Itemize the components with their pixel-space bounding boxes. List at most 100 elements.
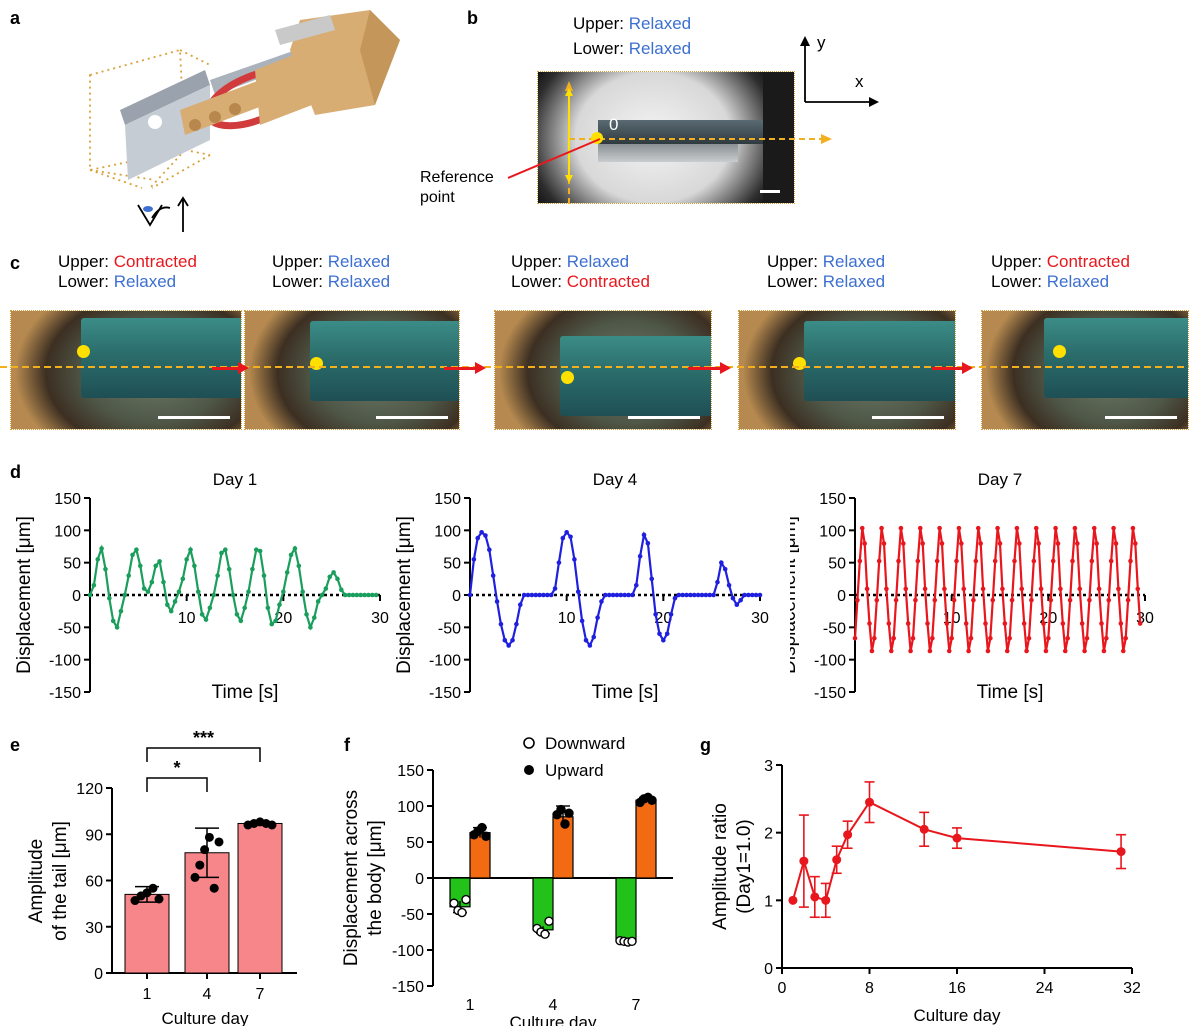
data-point [145,589,151,595]
data-point [730,595,736,601]
data-point [165,602,170,607]
data-point [556,560,562,565]
data-point [653,612,658,617]
data-point [215,573,220,578]
frame-4-image [738,310,956,430]
y-tick-label: 150 [54,491,81,508]
data-point [734,602,740,607]
data-point [934,558,940,564]
data-point [893,597,899,603]
frame-2-lower: Lower: Relaxed [272,272,390,292]
sequence-arrow [212,362,249,374]
x-tick-label: 7 [632,997,641,1014]
data-point [707,592,713,598]
data-point [1019,586,1025,592]
origin-label: 0 [609,115,619,134]
data-point [927,648,933,654]
y-axis-label: Displacement [μm] [395,516,415,674]
axis-x-label: x [855,72,864,91]
data-point [1050,558,1056,564]
reference-dot [561,371,574,384]
data-point [226,566,232,572]
data-point [968,635,974,641]
data-point [1077,586,1083,592]
data-point [521,592,527,598]
data-point [525,592,531,598]
data-point [917,525,923,531]
data-point [954,558,959,564]
data-point [951,597,957,603]
data-point [103,566,108,572]
data-point [195,589,201,595]
data-point [1065,635,1070,641]
y-tick-label: 0 [764,961,773,978]
y-tick-label: 2 [764,826,773,843]
data-point [168,608,174,614]
data-point [346,592,352,598]
data-point [1072,525,1078,531]
data-point [983,621,988,626]
y-tick-label: -100 [392,943,424,960]
data-point [975,525,981,531]
reference-pointer-line [507,138,601,179]
data-point [180,576,186,582]
data-point [281,589,286,595]
series-line [468,530,760,648]
data-point [311,615,317,620]
data-point [560,535,566,541]
data-point [1091,525,1097,531]
data-point [540,929,550,939]
y-tick-label: 50 [406,835,424,852]
data-point [288,552,294,558]
y-tick-label: -150 [392,979,424,996]
y-tick-label: 50 [828,556,846,573]
y-tick-label: -50 [401,907,424,924]
data-point [481,831,491,841]
data-point [184,557,189,562]
bar-downward [615,877,637,942]
data-point [990,597,996,603]
series-line [791,800,1122,902]
data-point [575,589,581,595]
data-point [533,592,539,598]
micrograph-reference [537,71,795,204]
frame-3-image [494,310,712,430]
data-point [537,592,542,598]
data-point [869,648,875,654]
data-point [626,592,631,598]
y-axis-label-line2: of the tail [μm] [50,821,71,941]
upper-state-value: Relaxed [822,252,886,271]
data-point [879,525,884,531]
data-point [572,557,577,562]
data-point [920,541,925,546]
data-point [192,563,197,569]
data-point [211,592,217,598]
data-point [265,605,271,611]
data-point [1075,541,1080,546]
sequence-arrow [932,362,973,374]
data-point [757,592,763,598]
y-axis-label-line1: Amplitude ratio [710,803,731,930]
data-point [961,586,967,592]
data-point [296,563,302,569]
panel-label-f: f [344,735,350,755]
data-point [603,592,608,598]
data-point [932,597,938,603]
data-point [1106,597,1112,603]
x-tick-label: 30 [371,610,389,627]
data-point [560,819,570,829]
upper-prefix: Upper: [573,14,629,33]
y-tick-label: 0 [72,588,81,605]
data-point [810,892,820,902]
data-point [1087,597,1092,603]
data-point [1062,648,1068,654]
data-point [1094,541,1099,546]
data-point [966,648,971,654]
data-point [234,612,240,617]
data-point [1082,648,1087,654]
data-point [467,592,473,598]
data-point [1118,621,1124,626]
data-point [1116,847,1126,857]
data-point [1133,541,1138,546]
data-point [107,595,112,601]
